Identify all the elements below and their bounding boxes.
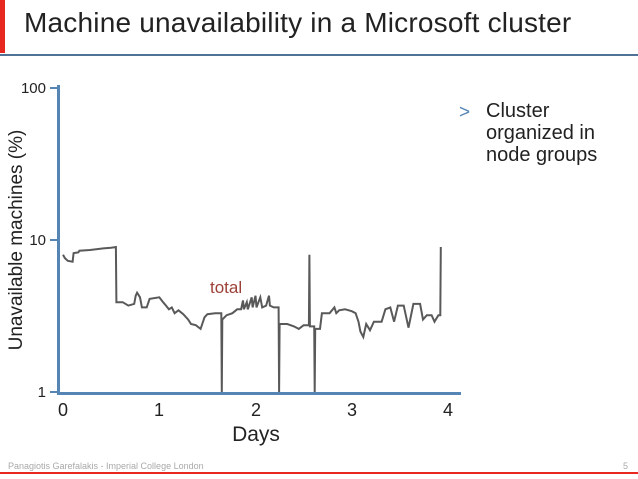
page-title: Machine unavailability in a Microsoft cl… xyxy=(24,7,572,38)
x-axis-title: Days xyxy=(232,423,280,446)
total-series-line xyxy=(62,245,442,393)
footer-accent-line xyxy=(0,472,638,474)
title-separator xyxy=(0,54,638,56)
bullet-text: Cluster organized in node groups xyxy=(486,100,598,166)
x-tick-label-3: 3 xyxy=(346,400,357,420)
unavailability-chart: Unavailable machines (%) 100 10 1 0 1 2 … xyxy=(0,60,480,450)
y-tick-mark xyxy=(50,239,57,241)
y-axis-line xyxy=(57,85,60,395)
x-tick-label-1: 1 xyxy=(153,400,164,420)
y-tick-mark xyxy=(50,391,57,393)
y-tick-label-1: 1 xyxy=(37,384,46,401)
x-axis-line xyxy=(57,392,461,395)
y-tick-label-100: 100 xyxy=(20,80,46,97)
series-label-total: total xyxy=(210,278,243,297)
y-tick-mark xyxy=(50,87,57,89)
y-tick-label-10: 10 xyxy=(29,232,46,249)
bullet-marker: > xyxy=(459,102,471,123)
footer-author: Panagiotis Garefalakis - Imperial Colleg… xyxy=(8,461,204,471)
footer-page-number: 5 xyxy=(622,461,628,471)
x-tick-label-2: 2 xyxy=(250,400,261,420)
x-tick-label-4: 4 xyxy=(442,400,453,420)
accent-stripe xyxy=(0,0,5,53)
x-tick-label-0: 0 xyxy=(57,400,68,420)
